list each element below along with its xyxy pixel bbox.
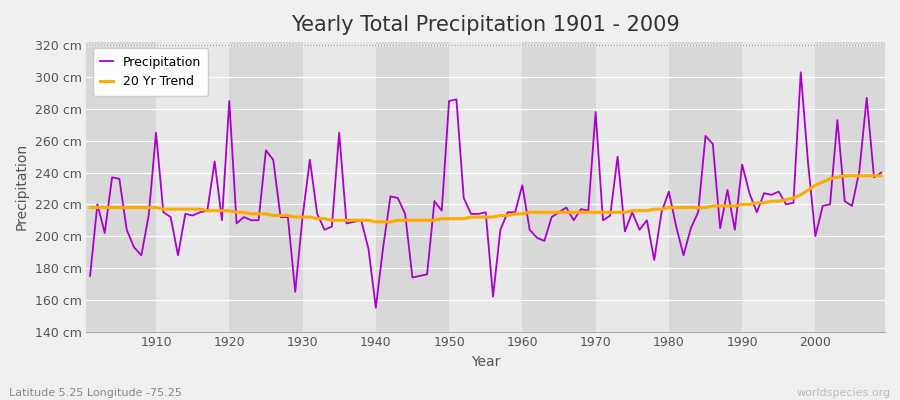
20 Yr Trend <box>876 173 886 178</box>
Bar <box>888 42 900 332</box>
Bar <box>83 42 156 332</box>
Bar <box>302 42 376 332</box>
Line: 20 Yr Trend: 20 Yr Trend <box>90 176 881 222</box>
20 Yr Trend <box>371 220 382 224</box>
Bar <box>376 42 449 332</box>
20 Yr Trend <box>85 205 95 210</box>
Precipitation <box>348 220 359 224</box>
Title: Yearly Total Precipitation 1901 - 2009: Yearly Total Precipitation 1901 - 2009 <box>292 15 680 35</box>
Precipitation <box>85 274 95 278</box>
Bar <box>669 42 742 332</box>
Bar <box>815 42 888 332</box>
Precipitation <box>371 305 382 310</box>
20 Yr Trend <box>348 218 359 223</box>
Precipitation <box>876 170 886 175</box>
Precipitation <box>304 158 315 162</box>
20 Yr Trend <box>840 173 850 178</box>
Bar <box>522 42 596 332</box>
20 Yr Trend <box>517 212 527 216</box>
Precipitation <box>796 70 806 75</box>
Bar <box>156 42 230 332</box>
20 Yr Trend <box>143 205 154 210</box>
Text: Latitude 5.25 Longitude -75.25: Latitude 5.25 Longitude -75.25 <box>9 388 182 398</box>
Bar <box>742 42 815 332</box>
Precipitation <box>517 183 527 188</box>
Bar <box>230 42 302 332</box>
Legend: Precipitation, 20 Yr Trend: Precipitation, 20 Yr Trend <box>93 48 209 96</box>
Precipitation <box>612 154 623 159</box>
20 Yr Trend <box>304 215 315 220</box>
X-axis label: Year: Year <box>471 355 500 369</box>
Precipitation <box>143 213 154 218</box>
Text: worldspecies.org: worldspecies.org <box>796 388 891 398</box>
20 Yr Trend <box>525 210 535 215</box>
Line: Precipitation: Precipitation <box>90 72 881 308</box>
Bar <box>596 42 669 332</box>
20 Yr Trend <box>612 210 623 215</box>
Y-axis label: Precipitation: Precipitation <box>15 143 29 230</box>
Bar <box>449 42 522 332</box>
Precipitation <box>525 227 535 232</box>
